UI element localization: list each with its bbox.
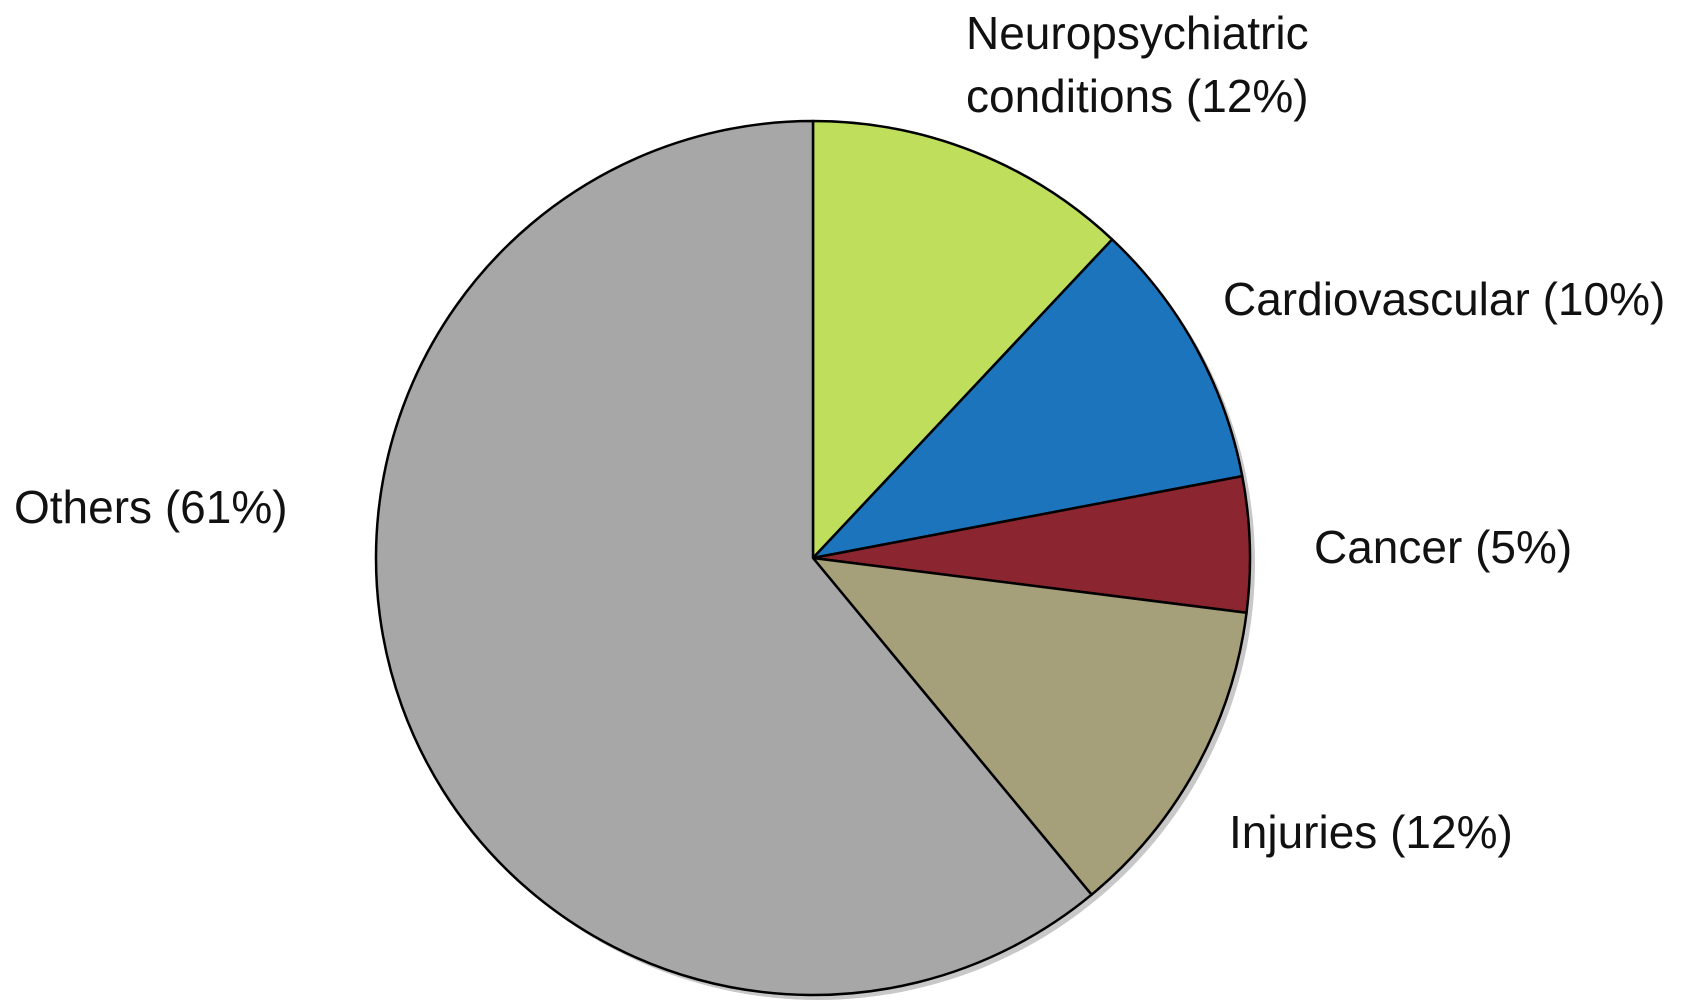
pie-slice: [811, 238, 1244, 560]
category-label: Cancer: [1314, 521, 1463, 573]
slice-label: Cardiovascular (10%): [1223, 268, 1665, 331]
pie-slice: [811, 119, 1114, 560]
slice-label: Neuropsychiatric conditions (12%): [966, 2, 1386, 128]
category-label: Others: [14, 481, 153, 533]
slice-label: Injuries (12%): [1229, 801, 1513, 864]
value-label: (10%): [1542, 273, 1666, 325]
category-label: Cardiovascular: [1223, 273, 1530, 325]
value-label: (12%): [1185, 70, 1309, 122]
value-label: (61%): [164, 481, 288, 533]
slice-label: Others (61%): [14, 476, 288, 539]
pie-slice: [374, 119, 1093, 997]
value-label: (12%): [1390, 806, 1513, 858]
value-label: (5%): [1475, 521, 1573, 573]
pie-slice: [811, 556, 1248, 896]
category-label: Neuropsychiatric conditions: [966, 7, 1309, 122]
category-label: Injuries: [1229, 806, 1378, 858]
slice-label: Cancer (5%): [1314, 516, 1572, 579]
